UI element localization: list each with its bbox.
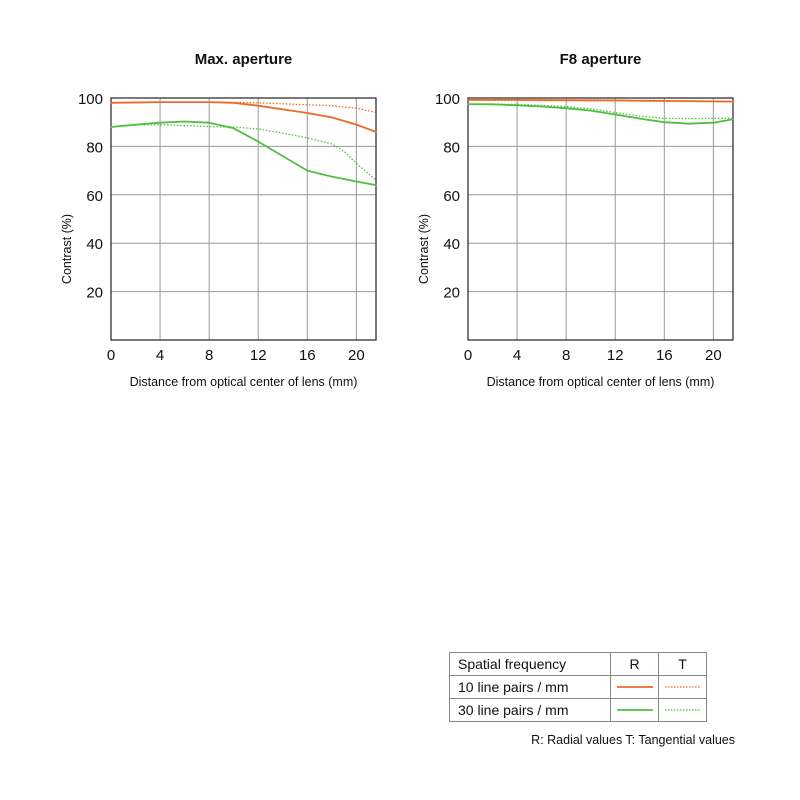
x-tick-label: 8: [205, 347, 213, 364]
mtf-chart-f8-aperture: F8 aperture 20 40 60 80 100 0 4 8 12 16 20 Distance …: [417, 51, 734, 389]
legend-table: Spatial frequency R T 10 line pairs / mm…: [449, 652, 707, 722]
x-tick-label: 0: [107, 347, 115, 364]
x-tick-label: 20: [348, 347, 365, 364]
legend-label-30lp: 30 line pairs / mm: [449, 698, 611, 722]
y-axis-label: Contrast (%): [60, 214, 74, 284]
x-tick-label: 4: [156, 347, 164, 364]
plot-frame: [467, 97, 734, 341]
legend-header-row: Spatial frequency R T: [449, 652, 707, 676]
legend-row-10lp: 10 line pairs / mm: [449, 675, 707, 699]
legend-swatch-10lp-radial: [616, 686, 653, 688]
x-axis-label: Distance from optical center of lens (mm…: [130, 375, 358, 389]
x-tick-label: 16: [656, 347, 673, 364]
series-10-line-pairs-mm-tangential: [110, 101, 377, 114]
chart-title: Max. aperture: [195, 51, 293, 68]
y-tick-label: 60: [86, 188, 103, 205]
y-tick-label: 20: [86, 285, 103, 302]
x-tick-label: 8: [562, 347, 570, 364]
y-axis-label: Contrast (%): [417, 214, 431, 284]
mtf-chart-max-aperture: Max. aperture 20 40 60 80 100 0 4 8 12 16 20 Distanc…: [60, 51, 377, 389]
legend-swatch-10lp-tangential: [664, 686, 701, 688]
legend-label-10lp: 10 line pairs / mm: [449, 675, 611, 699]
x-tick-label: 12: [250, 347, 267, 364]
series-30-line-pairs-mm-tangential: [468, 103, 733, 120]
y-tick-label: 100: [78, 91, 103, 108]
plot-frame: [110, 97, 377, 341]
y-tick-label: 80: [86, 139, 103, 156]
y-tick-label: 100: [435, 91, 460, 108]
legend-row-30lp: 30 line pairs / mm: [449, 698, 707, 722]
chart-title: F8 aperture: [560, 51, 642, 68]
y-tick-label: 40: [86, 236, 103, 253]
x-tick-label: 12: [607, 347, 624, 364]
x-tick-label: 4: [513, 347, 521, 364]
x-axis-label: Distance from optical center of lens (mm…: [487, 375, 715, 389]
legend-header-t: T: [658, 652, 707, 676]
legend-header-r: R: [610, 652, 659, 676]
x-tick-label: 16: [299, 347, 316, 364]
legend-note: R: Radial values T: Tangential values: [531, 733, 735, 747]
x-tick-label: 0: [464, 347, 472, 364]
legend-swatch-30lp-radial: [616, 709, 653, 711]
y-tick-label: 60: [443, 188, 460, 205]
legend-header-label: Spatial frequency: [449, 652, 611, 676]
x-tick-label: 20: [705, 347, 722, 364]
y-tick-label: 80: [443, 139, 460, 156]
y-tick-label: 40: [443, 236, 460, 253]
series-30-line-pairs-mm-radial: [110, 120, 377, 187]
legend-swatch-30lp-tangential: [664, 709, 701, 711]
y-tick-label: 20: [443, 285, 460, 302]
series-30-line-pairs-mm-radial: [467, 103, 734, 125]
series-10-line-pairs-mm-tangential: [468, 99, 734, 103]
